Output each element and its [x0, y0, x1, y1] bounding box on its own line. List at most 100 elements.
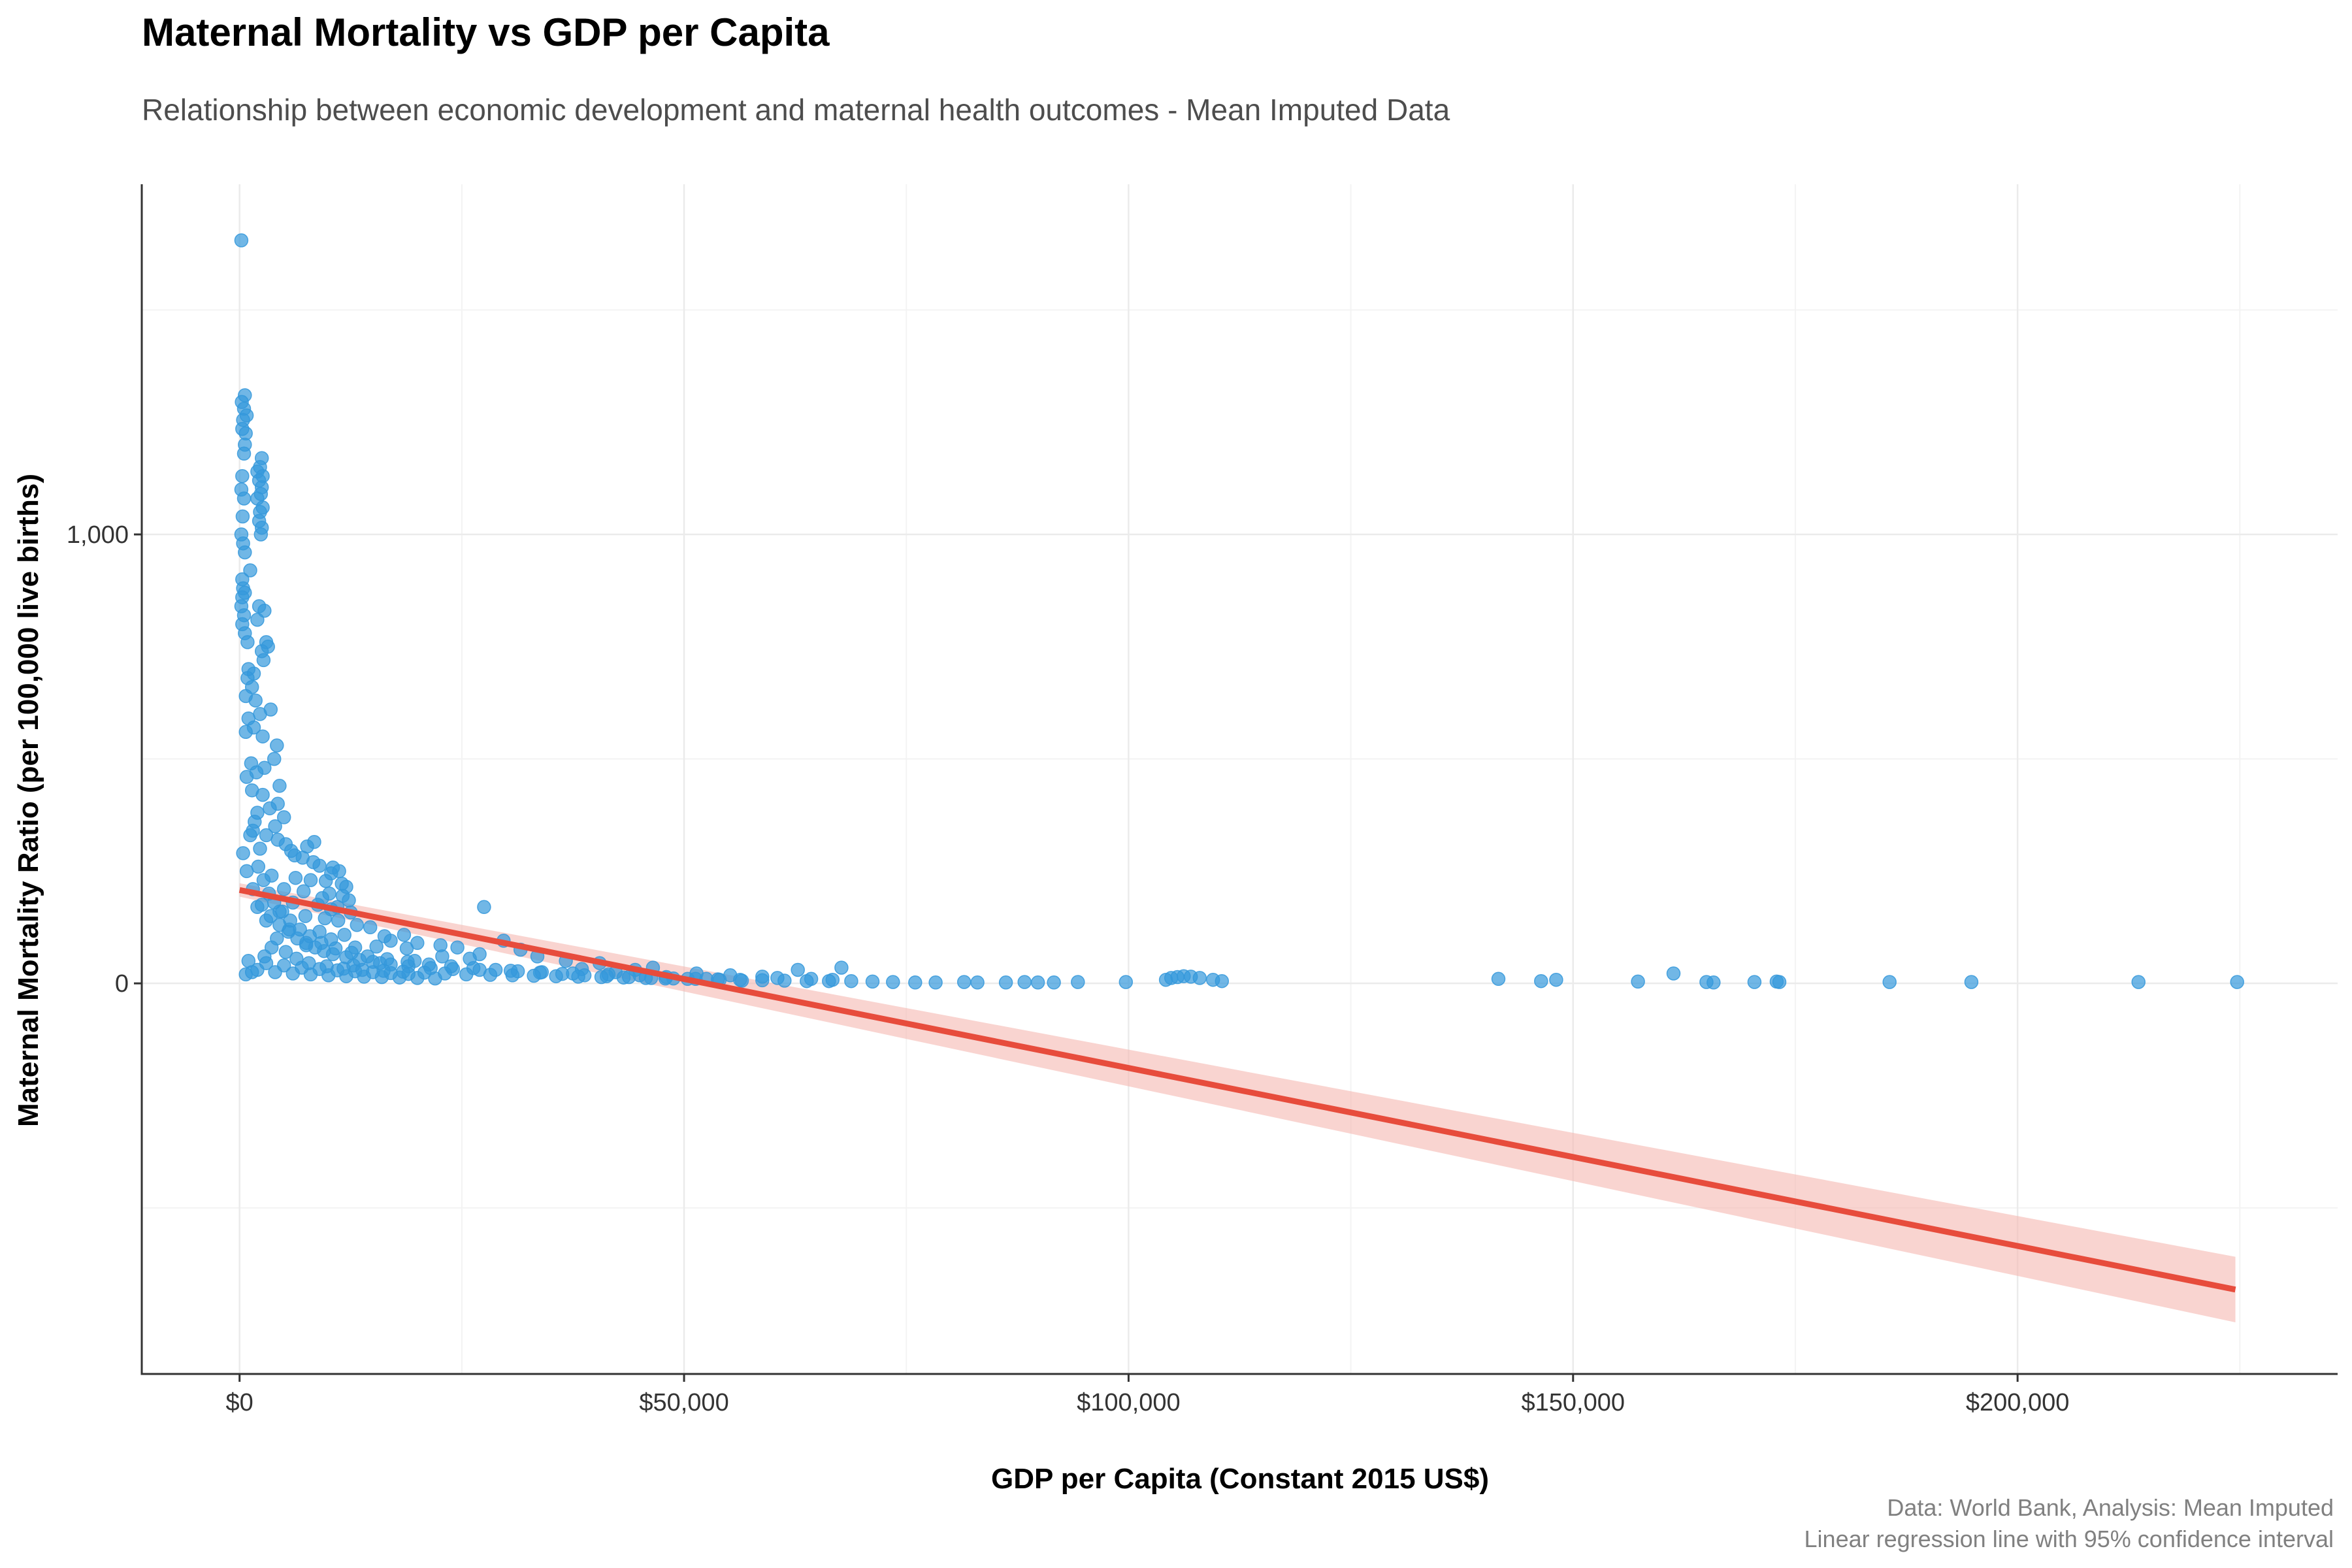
data-point — [240, 635, 255, 649]
data-point — [505, 968, 520, 983]
data-point — [1666, 966, 1681, 981]
data-point — [363, 920, 378, 935]
data-point — [908, 975, 923, 990]
data-point — [239, 770, 254, 784]
data-point — [355, 962, 370, 977]
data-point — [1017, 975, 1032, 989]
data-point — [268, 819, 282, 834]
data-point — [253, 527, 269, 542]
data-point — [376, 964, 391, 978]
data-point — [235, 468, 250, 483]
data-point — [236, 846, 250, 860]
data-point — [417, 965, 432, 980]
data-point — [2230, 975, 2244, 989]
data-point — [369, 939, 384, 954]
confidence-band-group — [239, 883, 2236, 1322]
data-point — [549, 969, 563, 983]
data-point — [1192, 971, 1207, 985]
regression-line-group — [238, 887, 2236, 1293]
data-point — [438, 966, 452, 981]
data-point — [1707, 975, 1721, 990]
data-point — [800, 973, 814, 988]
y-axis-title: Maternal Mortality Ratio (per 100,000 li… — [12, 474, 44, 1127]
data-point — [302, 956, 316, 970]
data-point — [243, 563, 257, 578]
data-point — [350, 918, 365, 932]
y-axis-ticks: 0 1,000 — [67, 521, 142, 998]
data-point — [237, 446, 252, 461]
data-point — [1747, 975, 1762, 989]
data-point — [238, 725, 253, 740]
data-point — [234, 233, 249, 248]
data-point — [450, 940, 465, 955]
data-point — [248, 815, 262, 829]
data-point — [254, 898, 269, 912]
data-point — [318, 874, 333, 889]
data-point — [1215, 973, 1230, 988]
data-point — [384, 934, 398, 948]
data-point — [302, 929, 317, 943]
data-point — [248, 693, 263, 708]
y-tick-label-1: 1,000 — [67, 521, 129, 549]
data-point — [483, 968, 498, 982]
data-point — [435, 949, 449, 964]
data-point — [1964, 975, 1979, 989]
data-point — [255, 787, 270, 802]
data-point — [319, 959, 334, 973]
data-point — [459, 967, 474, 982]
data-point — [844, 973, 858, 988]
data-point — [886, 975, 900, 989]
data-point — [1119, 975, 1134, 989]
data-point — [263, 801, 277, 815]
data-point — [336, 961, 351, 976]
data-point — [237, 491, 252, 506]
data-point — [276, 810, 291, 825]
data-point — [594, 970, 609, 985]
caption-line-2: Linear regression line with 95% confiden… — [1805, 1526, 2334, 1552]
data-point — [2131, 975, 2146, 989]
data-point — [477, 900, 491, 915]
data-point — [296, 884, 311, 899]
data-point — [616, 970, 631, 985]
x-tick-label-0: $0 — [226, 1389, 253, 1416]
data-point — [998, 975, 1013, 990]
data-point — [244, 965, 259, 979]
y-tick-label-0: 0 — [115, 970, 129, 998]
data-point — [264, 940, 279, 955]
data-point — [331, 913, 346, 928]
data-point — [272, 779, 287, 793]
x-tick-label-2: $100,000 — [1077, 1389, 1181, 1416]
data-point — [243, 828, 257, 843]
data-point — [755, 973, 770, 988]
data-point — [289, 951, 304, 966]
confidence-band — [239, 883, 2236, 1322]
data-point — [278, 945, 293, 959]
data-point — [380, 952, 395, 966]
data-point — [293, 922, 307, 937]
data-point — [337, 928, 351, 942]
data-point — [251, 859, 266, 874]
data-point — [250, 612, 265, 627]
data-point — [1549, 972, 1563, 987]
data-point — [777, 973, 792, 988]
data-point — [397, 928, 412, 942]
data-point — [1071, 975, 1085, 989]
data-point — [571, 970, 585, 984]
x-axis-title: GDP per Capita (Constant 2015 US$) — [991, 1463, 1489, 1495]
x-tick-label-3: $150,000 — [1522, 1389, 1625, 1416]
data-point — [275, 904, 289, 919]
chart-title: Maternal Mortality vs GDP per Capita — [142, 10, 830, 54]
chart-subtitle: Relationship between economic developmen… — [142, 93, 1450, 127]
data-point — [255, 729, 270, 743]
data-point — [1030, 975, 1045, 990]
data-point — [733, 972, 747, 987]
data-point — [256, 653, 271, 668]
data-point — [396, 964, 410, 979]
data-point — [1631, 974, 1645, 989]
data-point — [270, 738, 284, 753]
data-point — [283, 913, 297, 928]
data-point — [1491, 972, 1506, 987]
data-point — [298, 909, 313, 923]
